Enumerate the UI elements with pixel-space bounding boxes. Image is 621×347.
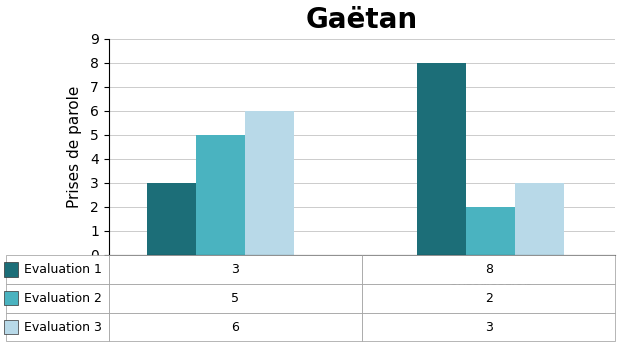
- Bar: [147, 183, 196, 255]
- Bar: [417, 63, 466, 255]
- Bar: [196, 135, 245, 255]
- Bar: [245, 111, 294, 255]
- Bar: [4, 320, 18, 334]
- Bar: [4, 262, 18, 277]
- Title: Gaëtan: Gaëtan: [306, 6, 418, 34]
- Bar: [515, 183, 564, 255]
- Bar: [466, 207, 515, 255]
- Bar: [4, 291, 18, 305]
- Y-axis label: Prises de parole: Prises de parole: [66, 86, 82, 208]
